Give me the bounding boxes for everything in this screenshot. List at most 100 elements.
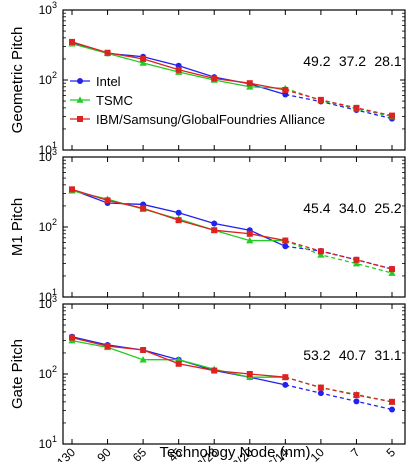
y-tick-exponent: 2 [52,70,57,80]
data-point-circle [211,220,218,227]
y-tick-base: 10 [39,437,53,451]
data-point-circle [282,243,289,250]
data-point-circle [282,381,289,388]
data-point-square [175,217,182,224]
value-annotation: 49.2 [303,53,330,69]
data-point-square [104,49,111,56]
y-tick-base: 10 [39,290,53,304]
data-point-triangle [317,251,325,258]
legend-marker-triangle [76,96,84,103]
legend-entry: IBM/Samsung/GlobalFoundries Alliance [96,112,325,127]
y-tick-label: 103 [39,147,57,164]
data-point-square [211,227,218,234]
data-point-triangle [246,236,254,244]
y-axis-label: Geometric Pitch [9,27,26,134]
y-tick-label: 102 [39,364,57,381]
data-point-square [282,374,289,381]
data-point-square [69,186,75,193]
x-axis-label: Technology Node (nm) [160,444,311,461]
y-tick-label: 102 [39,217,57,234]
data-point-square [317,248,324,255]
y-tick-exponent: 1 [52,140,57,150]
data-point-square [389,112,395,119]
series-line-projected-circle [285,384,393,411]
data-point-square [317,96,324,103]
data-point-square [211,367,218,374]
value-annotation: 34.0 [339,200,366,216]
legend-marker-circle [77,78,83,84]
data-point-circle [175,209,182,216]
data-point-square [175,360,182,367]
data-point-triangle [352,260,361,267]
series-line-projected-circle [285,245,393,270]
data-point-square [389,398,395,405]
y-tick-base: 10 [39,150,53,164]
data-point-triangle [139,59,147,66]
value-annotation: 40.7 [339,347,366,363]
data-point-square [353,392,360,399]
y-tick-label: 103 [39,294,57,311]
y-tick-base: 10 [39,143,53,157]
y-tick-base: 10 [39,220,53,234]
series-line-projected-triangle [285,239,393,274]
y-tick-exponent: 3 [52,147,57,157]
x-tick-label: 65 [130,445,150,462]
y-tick-exponent: 1 [52,287,57,297]
data-point-square [317,384,324,391]
y-tick-base: 10 [39,73,53,87]
value-annotation: 25.2 [374,200,401,216]
y-tick-label: 101 [39,434,57,451]
data-point-square [211,75,218,82]
y-axis-label: M1 Pitch [9,198,26,256]
y-tick-base: 10 [39,367,53,381]
series-line-projected-square [285,239,393,270]
data-point-circle [353,398,360,405]
data-point-square [69,38,75,45]
data-point-triangle [246,83,254,90]
data-point-circle [282,91,289,98]
y-tick-exponent: 1 [52,434,57,444]
data-point-square [389,266,395,273]
y-tick-exponent: 3 [52,294,57,304]
series-line-projected-triangle [285,87,393,118]
value-annotation: 28.1 [374,53,401,69]
series-line-projected-circle [285,93,393,120]
data-point-square [140,55,147,62]
legend-marker-square [77,116,83,122]
series-line-projected-square [285,89,393,117]
x-tick-label: 90 [94,445,114,462]
value-annotation: 53.2 [303,347,330,363]
data-point-square [140,347,147,354]
series-line-projected-square [285,376,393,403]
y-tick-base: 10 [39,3,53,17]
y-tick-label: 102 [39,70,57,87]
data-point-square [282,237,289,244]
x-tick-label: 7 [348,445,363,460]
data-point-square [104,197,111,204]
data-point-circle [389,406,395,413]
value-annotation: 45.4 [303,200,330,216]
value-annotation: 37.2 [339,53,366,69]
data-point-square [246,371,253,377]
legend: Intel TSMC IBM/Samsung/GlobalFoundries All… [70,74,325,127]
data-point-square [175,66,182,73]
y-tick-exponent: 2 [52,217,57,227]
x-tick-label: 5 [383,445,398,460]
data-point-square [246,80,253,87]
data-point-square [282,86,289,93]
y-tick-label: 103 [39,0,57,17]
data-point-circle [317,390,324,397]
y-axis-label: Gate Pitch [9,339,26,409]
x-tick-label: 10 [308,445,328,462]
legend-entry: TSMC [96,93,133,108]
data-point-square [104,343,111,350]
y-tick-label: 101 [39,140,57,157]
data-point-triangle [139,356,147,363]
data-point-square [246,230,253,237]
y-tick-exponent: 2 [52,364,57,374]
